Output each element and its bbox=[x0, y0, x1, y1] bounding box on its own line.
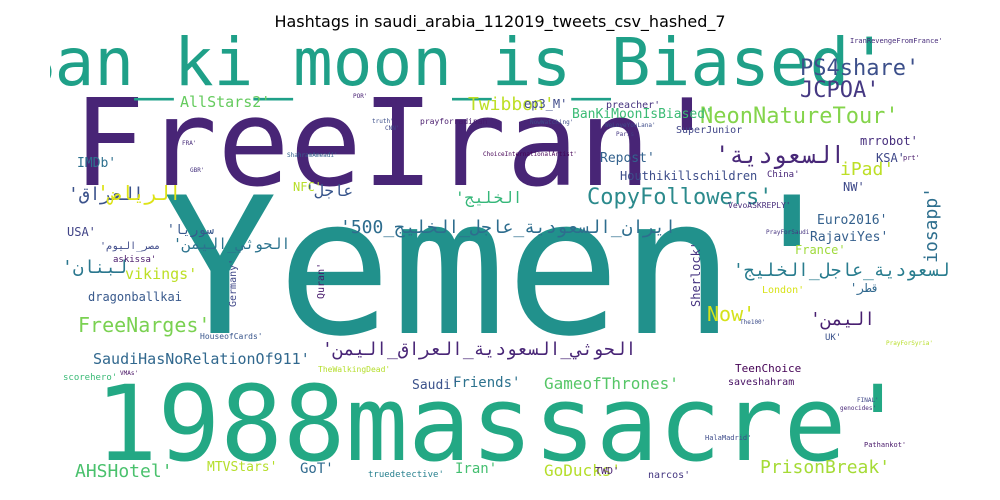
word-cloud-word: Euro2016' bbox=[817, 213, 887, 228]
word-cloud-word: WeLoveYouLana' bbox=[605, 122, 656, 129]
word-cloud-word: RT' bbox=[386, 95, 406, 108]
word-cloud-word: Germany' bbox=[228, 259, 239, 307]
word-cloud-word: VevoASKREPLY' bbox=[728, 201, 791, 210]
word-cloud-word: ep3_M' bbox=[524, 97, 567, 111]
word-cloud-word: vikings' bbox=[125, 265, 197, 283]
word-cloud-word: CopyFollowers' bbox=[587, 185, 772, 210]
word-cloud-word: PrayForSaudi bbox=[766, 229, 810, 236]
word-cloud-word: dragonballkai bbox=[88, 290, 182, 304]
word-cloud-word: USA' bbox=[67, 225, 96, 239]
word-cloud-word: France' bbox=[795, 243, 846, 257]
word-cloud-word: saveshahram bbox=[728, 377, 794, 388]
word-cloud-word: SuperJunior bbox=[676, 125, 742, 136]
word-cloud: Yemen'FreeIran' 1988massacre' Ban_ki_moon_… bbox=[50, 35, 950, 485]
word-cloud-word: HouseofCards' bbox=[200, 332, 263, 341]
word-cloud-word: KSA' bbox=[876, 151, 905, 165]
word-cloud-word: UK' bbox=[825, 333, 841, 343]
word-cloud-word: NFC' bbox=[293, 180, 322, 194]
word-cloud-word: AllStars2' bbox=[180, 93, 270, 111]
word-cloud-word: 'ﺍﻟﺴﻌﻮﺩﻳﺔ_ﻋﺎﺟﻞ_ﺍﻟﺨﻠﻴﺞ bbox=[733, 260, 950, 281]
word-cloud-word: 'ﻗﻄﺮ bbox=[850, 281, 879, 296]
word-cloud-word: Houthikillschildren bbox=[620, 169, 757, 183]
word-cloud-word: preacher' bbox=[606, 100, 660, 111]
word-cloud-word: 'ﺍﻟﺤﻮﺛﻲ_ﺍﻟﻴﻤﻦ bbox=[173, 235, 290, 254]
word-cloud-word: mrrobot' bbox=[860, 134, 918, 148]
word-cloud-word: RajaviYes' bbox=[810, 230, 888, 245]
word-cloud-word: TheWalkingDead' bbox=[318, 365, 390, 374]
word-cloud-word: 'ﺍﻳﺮﺍﻥ_ﺍﻟﺴﻌﻮﺩﻳﺔ_ﻋﺎﺟﻞ_ﺍﻟﺨﻠﻴﺞ_500 bbox=[340, 217, 676, 238]
word-cloud-word: 'ﺍﻟﺴﻌﻮﺩﻳﺔ bbox=[715, 141, 845, 169]
word-cloud-word: FINAL' bbox=[857, 397, 879, 404]
word-cloud-word: Sherlock' bbox=[689, 242, 703, 307]
word-cloud-word: Saudi' bbox=[412, 378, 459, 393]
word-cloud-word: askissa' bbox=[113, 255, 156, 265]
word-cloud-word: ShahramAmeadi' bbox=[287, 152, 338, 159]
word-cloud-word: AHSHotel' bbox=[75, 461, 173, 482]
word-cloud-word: HalaMadrid' bbox=[705, 434, 751, 442]
word-cloud-word: MTVStars' bbox=[207, 460, 277, 475]
word-cloud-word: truedetective' bbox=[368, 470, 444, 480]
word-cloud-word: NowWatching' bbox=[530, 119, 573, 126]
word-cloud-word: SaudiHasNoRelationOf911' bbox=[93, 350, 310, 368]
word-cloud-word: Quran' bbox=[316, 263, 327, 299]
word-cloud-word: 'ﻟﺒﻨﺎﻥ bbox=[62, 257, 127, 278]
word-cloud-panel: Yemen' FreeIran' 1988massacre' Ban_ki_moon_… bbox=[50, 35, 950, 485]
word-cloud-word: NeonNatureTour' bbox=[700, 104, 899, 129]
word-cloud-word: Repost' bbox=[600, 151, 655, 166]
word-cloud-word: The100' bbox=[740, 319, 765, 326]
word-cloud-word: FreeNarges' bbox=[78, 313, 210, 337]
word-cloud-word: 'ﻣﺼﺮ_ﺍﻟﻴﻮﻡ bbox=[100, 241, 160, 252]
word-cloud-word: 'ﻋﺎﺟﻞ bbox=[305, 181, 353, 200]
word-cloud-word: NW' bbox=[843, 180, 865, 194]
word-cloud-word: 'ﺳﻮﺭﻳﺎ bbox=[167, 223, 214, 238]
word-cloud-word: London' bbox=[762, 285, 804, 296]
word-cloud-word: GoT' bbox=[300, 461, 334, 477]
word-cloud-word: iPad' bbox=[840, 159, 894, 180]
word-cloud-word: genocides' bbox=[840, 405, 876, 412]
word-cloud-word: Twibbon' bbox=[468, 94, 555, 115]
word-cloud-word: Paris bbox=[616, 131, 634, 138]
word-cloud-word: 'ﺍﻟﻴﻤﻦ bbox=[810, 309, 875, 330]
word-cloud-word: FRA' bbox=[182, 140, 196, 147]
word-cloud-word: POR' bbox=[353, 93, 367, 100]
word-cloud-word: VMAs' bbox=[120, 370, 138, 377]
word-cloud-word: GoDucks' bbox=[544, 461, 621, 480]
word-cloud-word: IMDb' bbox=[77, 156, 116, 171]
word-cloud-word: BanKiMoonIsBiased' bbox=[572, 107, 713, 122]
word-cloud-word: prayforradinah bbox=[420, 117, 488, 126]
word-cloud-word: truth' bbox=[372, 118, 394, 125]
word-cloud-word: 'ﺍﻟﺨﻠﻴﺞ bbox=[455, 188, 522, 207]
word-cloud-word: prt' bbox=[903, 154, 920, 162]
chart-title: Hashtags in saudi_arabia_112019_tweets_c… bbox=[274, 12, 726, 31]
word-cloud-word: 'ﺍﻟﺤﻮﺛﻲ_ﺍﻟﺴﻌﻮﺩﻳﺔ_ﺍﻟﻌﺮﺍﻕ_ﺍﻟﻴﻤﻦ bbox=[322, 339, 636, 360]
word-cloud-word: scorehero' bbox=[63, 373, 117, 383]
word-cloud-word: Ban_ki_moon_is_Biased' bbox=[50, 35, 889, 101]
word-cloud-word: Friends' bbox=[453, 375, 520, 391]
word-cloud-word: GBR' bbox=[190, 167, 204, 174]
word-cloud-word: 'ﺍﻟﻌﺮﺍﻕ bbox=[68, 184, 144, 205]
word-cloud-word: Now' bbox=[707, 302, 755, 326]
word-cloud-word: Yemen' bbox=[163, 157, 849, 378]
word-cloud-word: TWD' bbox=[595, 466, 619, 477]
word-cloud-word: 1988massacre' bbox=[95, 363, 909, 485]
word-cloud-word: China' bbox=[767, 170, 800, 180]
word-cloud-word: FreeIran' bbox=[73, 75, 723, 214]
word-cloud-word: CNN' bbox=[385, 125, 399, 132]
word-cloud-word: ChoiceInternationalArtist' bbox=[483, 151, 577, 158]
word-cloud-word: GameofThrones' bbox=[544, 374, 679, 393]
word-cloud-word: Iran' bbox=[455, 461, 497, 477]
word-cloud-word: PrisonBreak' bbox=[760, 457, 890, 478]
word-cloud-word: iosapp' bbox=[921, 187, 942, 263]
word-cloud-word: TeenChoice bbox=[735, 362, 801, 375]
word-cloud-word: IranRevengeFromFrance' bbox=[850, 37, 943, 45]
word-cloud-word: narcos' bbox=[648, 470, 690, 481]
word-cloud-word: 'ﺍﻟﺮﻳﺎﺽ bbox=[97, 181, 181, 205]
word-cloud-word: PS4share' bbox=[800, 56, 919, 81]
word-cloud-word: PrayForSyria' bbox=[886, 340, 933, 347]
word-cloud-word: JCPOA' bbox=[800, 78, 879, 103]
word-cloud-word: Pathankot' bbox=[864, 441, 906, 449]
